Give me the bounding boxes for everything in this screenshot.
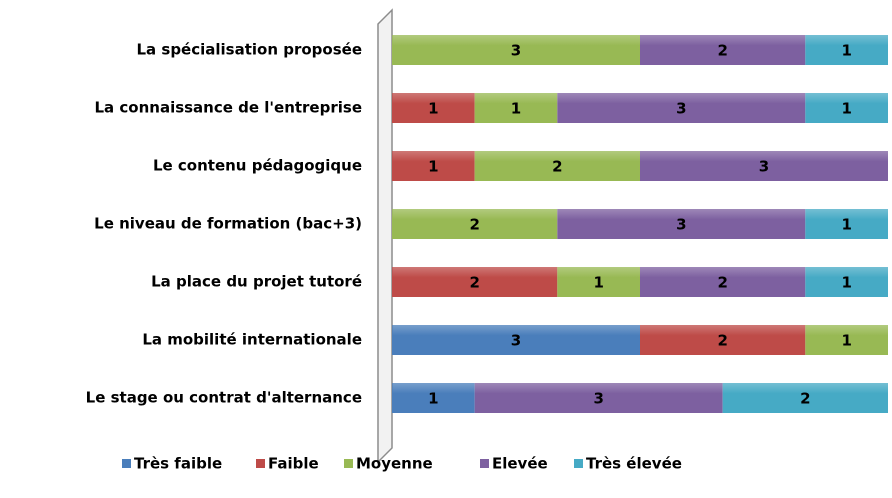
data-label: 1: [428, 390, 438, 408]
data-label: 3: [593, 390, 603, 408]
bar-segment: [557, 267, 640, 297]
bar-segment: [640, 151, 888, 181]
bar-segment: [392, 383, 475, 413]
bar-segment: [805, 209, 888, 239]
legend-swatch: [122, 459, 131, 468]
back-wall: [377, 8, 393, 464]
category-label: La spécialisation proposée: [136, 41, 362, 59]
legend-label: Faible: [268, 455, 319, 473]
bar-segment: [392, 325, 640, 355]
bar-segment: [392, 35, 640, 65]
data-label: 3: [511, 42, 521, 60]
data-label: 2: [717, 332, 727, 350]
data-label: 1: [428, 100, 438, 118]
bar-segment: [805, 93, 888, 123]
bar-segment: [392, 209, 558, 239]
bar-segment: [474, 383, 723, 413]
legend-swatch: [256, 459, 265, 468]
legend-label: Très faible: [134, 455, 222, 473]
bar-segment: [392, 151, 475, 181]
legend-swatch: [344, 459, 353, 468]
legend-label: Moyenne: [356, 455, 433, 473]
bar-segment: [805, 35, 888, 65]
legend-label: Très élevée: [586, 455, 682, 473]
data-label: 3: [676, 100, 686, 118]
data-label: 3: [676, 216, 686, 234]
data-label: 1: [593, 274, 603, 292]
data-label: 1: [841, 100, 851, 118]
bar-segment: [640, 267, 806, 297]
legend-swatch: [480, 459, 489, 468]
data-label: 2: [717, 42, 727, 60]
bar-segment: [392, 93, 475, 123]
category-label: La connaissance de l'entreprise: [94, 99, 362, 117]
data-label: 1: [841, 274, 851, 292]
data-label: 2: [800, 390, 810, 408]
data-label: 3: [511, 332, 521, 350]
data-label: 2: [717, 274, 727, 292]
category-label: La mobilité internationale: [142, 331, 362, 349]
bar-segment: [805, 267, 888, 297]
bar-segment: [557, 209, 806, 239]
data-label: 2: [552, 158, 562, 176]
data-label: 1: [841, 216, 851, 234]
bar-segment: [805, 325, 888, 355]
data-label: 2: [469, 274, 479, 292]
data-label: 1: [841, 332, 851, 350]
category-label: Le contenu pédagogique: [153, 157, 362, 175]
bar-segment: [640, 325, 806, 355]
data-label: 1: [428, 158, 438, 176]
category-label: Le niveau de formation (bac+3): [94, 215, 362, 233]
bar-segment: [557, 93, 806, 123]
category-label: Le stage ou contrat d'alternance: [86, 389, 362, 407]
bar-segment: [474, 151, 640, 181]
category-label: La place du projet tutoré: [151, 273, 362, 291]
bar-segment: [474, 93, 558, 123]
legend-label: Elevée: [492, 455, 548, 473]
bar-segment: [392, 267, 558, 297]
data-label: 1: [841, 42, 851, 60]
bar-segment: [640, 35, 806, 65]
data-label: 1: [511, 100, 521, 118]
data-label: 3: [759, 158, 769, 176]
data-label: 2: [469, 216, 479, 234]
bar-segment: [722, 383, 888, 413]
legend-swatch: [574, 459, 583, 468]
